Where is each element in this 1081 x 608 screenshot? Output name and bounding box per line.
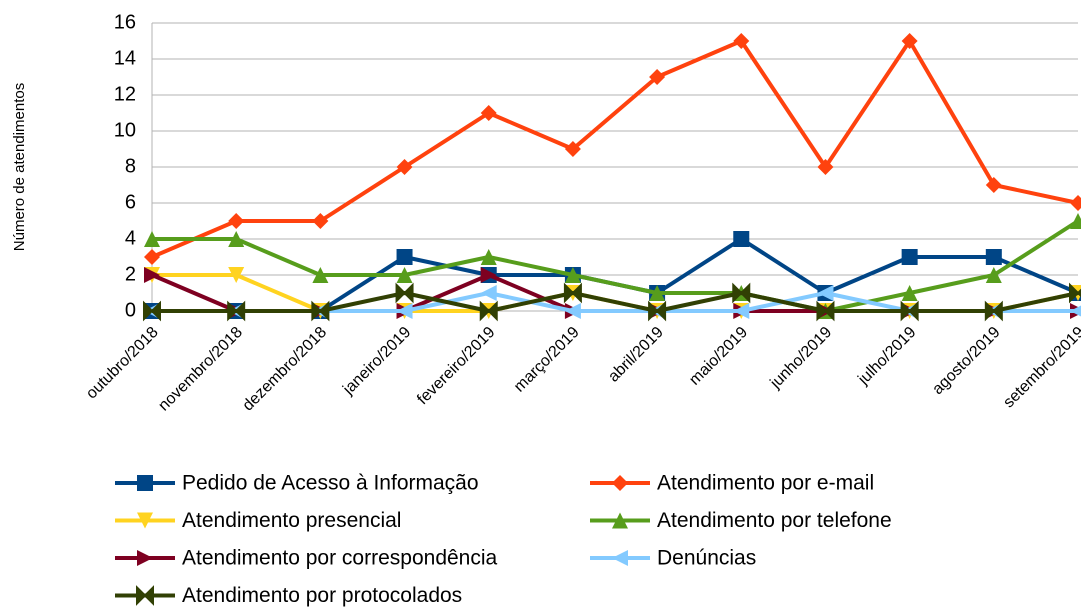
y-tick-label: 16 [114,11,136,33]
y-tick-label: 6 [125,191,136,213]
marker [901,285,918,301]
x-tick-label: fevereiro/2019 [414,324,498,408]
legend-label: Pedido de Acesso à Informação [182,472,479,495]
y-tick-label: 4 [125,227,136,249]
marker [228,213,245,229]
line [151,273,1078,313]
marker [144,267,160,283]
marker [984,300,1003,322]
x-tick-label: agosto/2019 [929,324,1003,398]
x-tick-label: junho/2019 [767,324,836,393]
marker [144,249,160,265]
marker [312,213,329,229]
marker [817,159,834,175]
marker [480,285,497,301]
marker [396,267,413,283]
marker [612,475,628,491]
marker [612,550,628,566]
legend-label: Atendimento por protocolados [182,584,462,607]
marker [143,300,161,322]
marker [816,300,835,322]
marker [732,282,751,304]
marker [480,105,497,121]
series [144,33,1081,265]
marker [612,512,628,529]
marker [985,267,1002,283]
marker [985,177,1002,193]
marker [564,303,581,319]
y-tick-label: 10 [114,119,136,141]
x-tick-label: maio/2019 [686,324,751,389]
marker [480,267,497,283]
marker [479,300,498,322]
y-tick-label: 12 [114,83,136,105]
marker [649,285,666,301]
y-axis-label: Número de atendimentos [11,83,28,251]
x-tick-label: janeiro/2019 [339,324,414,399]
legend-label: Atendimento por telefone [657,509,892,532]
marker [733,231,750,247]
y-tick-label: 2 [125,263,136,285]
x-tick-label: setembro/2019 [1000,324,1081,412]
marker [144,231,160,247]
x-tick-label: abril/2019 [605,324,667,386]
series [143,282,1081,322]
marker [1070,213,1081,229]
y-tick-label: 8 [125,155,136,177]
marker [901,33,918,49]
marker [1070,195,1081,211]
marker [564,141,581,157]
legend-label: Atendimento por e-mail [657,472,874,495]
marker [312,267,329,283]
marker [900,300,919,322]
x-tick-label: março/2019 [511,324,583,396]
marker [137,512,153,529]
marker [136,585,154,606]
marker [228,231,245,247]
marker [564,267,581,283]
marker [985,249,1002,265]
y-tick-label: 0 [125,299,136,321]
marker [480,249,497,265]
marker [396,249,413,265]
marker [563,282,582,304]
legend-label: Atendimento por correspondência [182,547,498,570]
x-tick-label: novembro/2018 [155,324,246,415]
marker [228,267,245,283]
marker [227,300,246,322]
marker [137,475,153,491]
marker [648,300,667,322]
line [151,39,1079,259]
marker [395,282,414,304]
marker [817,285,834,301]
marker [901,249,918,265]
marker [396,159,413,175]
marker [733,33,750,49]
marker [311,300,330,322]
x-tick-label: dezembro/2018 [240,324,331,415]
marker [1070,305,1081,317]
line [152,219,1080,313]
line [152,273,1079,313]
legend-label: Denúncias [657,547,756,570]
marker [137,550,153,566]
x-tick-label: outubro/2018 [83,324,162,403]
legend-label: Atendimento presencial [182,509,401,532]
marker [733,303,750,319]
marker [649,69,666,85]
line [152,291,1079,313]
x-tick-label: julho/2019 [855,324,920,389]
y-tick-label: 14 [114,47,136,69]
marker [396,303,413,319]
